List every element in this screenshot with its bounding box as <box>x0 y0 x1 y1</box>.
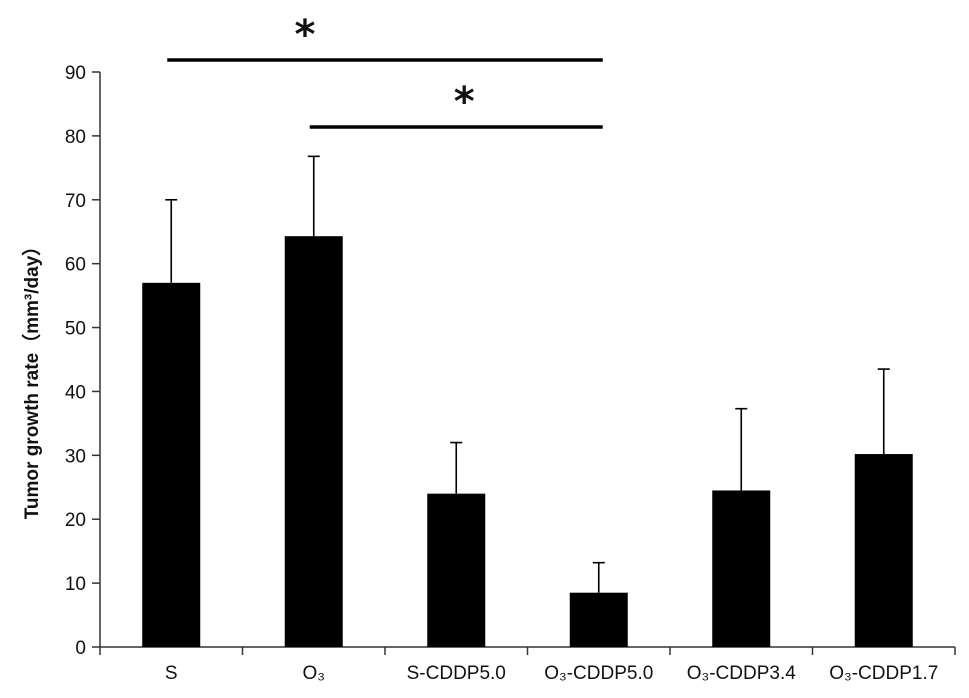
bar <box>569 592 628 647</box>
significance-star: * <box>454 79 475 125</box>
y-tick-label: 20 <box>65 510 86 531</box>
bar <box>427 493 486 647</box>
y-tick-label: 0 <box>75 638 86 659</box>
x-category-label: S-CDDP5.0 <box>407 663 506 684</box>
y-tick-label: 80 <box>65 127 86 148</box>
y-tick-label: 70 <box>65 191 86 212</box>
x-category-label: O₃-CDDP1.7 <box>829 663 938 684</box>
y-axis-label: Tumor growth rate（mm³/day） <box>20 237 43 520</box>
x-category-label: O₃-CDDP3.4 <box>687 663 797 684</box>
significance-star: * <box>295 12 316 58</box>
significance-annotations: ** <box>167 12 603 129</box>
y-tick-label: 40 <box>65 382 86 403</box>
x-category-label: S <box>165 663 178 684</box>
y-tick-label: 10 <box>65 574 86 595</box>
error-bars <box>165 155 890 593</box>
y-tick-label: 30 <box>65 446 86 467</box>
bars <box>142 236 913 647</box>
y-axis-label-group: Tumor growth rate（mm³/day） <box>20 237 43 520</box>
x-axis: S O₃ S-CDDP5.0 O₃-CDDP5.0 O₃-CDDP3.4 O₃-CDDP1… <box>99 646 956 684</box>
y-axis: 0 10 20 30 40 50 60 70 80 90 <box>65 63 101 659</box>
y-tick-label: 50 <box>65 319 86 340</box>
bar <box>854 454 913 647</box>
bar <box>142 282 201 647</box>
bar <box>284 236 343 647</box>
y-tick-label: 90 <box>65 63 86 84</box>
x-category-label: O₃ <box>302 663 325 684</box>
y-tick-label: 60 <box>65 255 86 276</box>
x-category-label: O₃-CDDP5.0 <box>544 663 653 684</box>
bar <box>712 490 771 647</box>
